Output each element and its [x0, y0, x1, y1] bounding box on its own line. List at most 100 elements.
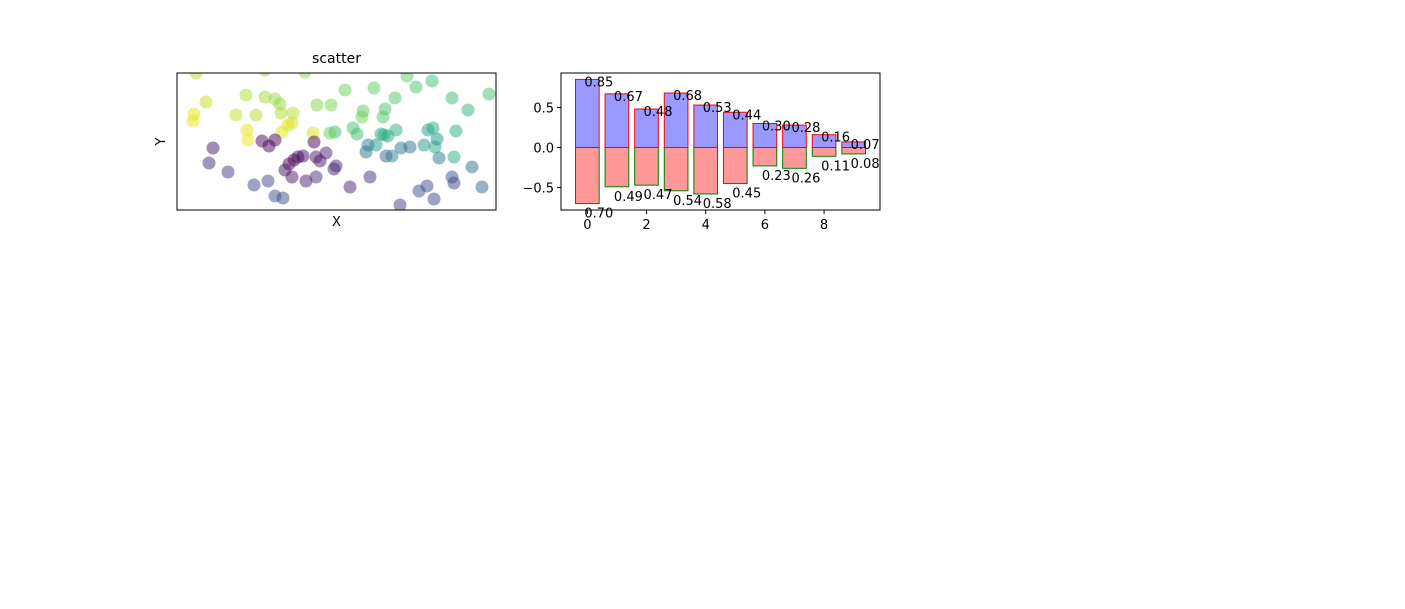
point: [307, 135, 321, 149]
point: [324, 98, 338, 112]
point: [426, 121, 440, 135]
x-tick-label: 2: [642, 218, 650, 233]
point: [323, 126, 337, 140]
point: [327, 162, 341, 176]
point: [276, 191, 290, 205]
point: [363, 170, 377, 184]
point: [355, 110, 369, 124]
point: [461, 103, 475, 117]
value-label: 0.28: [791, 121, 820, 136]
point: [247, 178, 261, 192]
bar: [663, 147, 689, 192]
value-label: 0.45: [732, 187, 761, 202]
point: [412, 184, 426, 198]
y-tick-label: −0.5: [522, 182, 554, 197]
point: [262, 139, 276, 153]
point: [298, 73, 312, 79]
value-label: 0.47: [644, 188, 673, 203]
point: [199, 95, 213, 109]
bar: [634, 147, 659, 186]
point: [369, 138, 383, 152]
point: [239, 88, 253, 102]
value-label: 0.26: [791, 171, 820, 186]
bar: [575, 147, 600, 205]
point: [447, 176, 461, 190]
point: [206, 141, 220, 155]
point: [186, 114, 200, 128]
point: [475, 180, 489, 194]
point: [427, 192, 441, 206]
point: [343, 180, 357, 194]
point: [259, 73, 271, 77]
point: [286, 106, 300, 120]
point: [274, 106, 288, 120]
point: [379, 149, 393, 163]
x-tick-label: 6: [761, 218, 769, 233]
point: [409, 80, 423, 94]
point: [309, 150, 323, 164]
point: [299, 174, 313, 188]
point: [425, 74, 439, 88]
point: [258, 90, 272, 104]
point: [482, 87, 496, 101]
value-label: 0.44: [732, 108, 761, 123]
point: [374, 127, 388, 141]
value-label: 0.11: [821, 159, 850, 174]
x-axis-label: X: [332, 215, 341, 230]
value-label: 0.30: [762, 119, 791, 134]
value-label: 0.23: [762, 169, 791, 184]
value-label: 0.54: [673, 194, 702, 209]
point: [447, 150, 461, 164]
point: [309, 170, 323, 184]
bar: [782, 147, 807, 169]
point: [249, 108, 263, 122]
value-label: 0.67: [614, 90, 643, 105]
point: [388, 91, 402, 105]
point: [189, 73, 203, 80]
point: [261, 174, 275, 188]
bar: [841, 147, 867, 155]
point: [350, 127, 364, 141]
value-label: 0.16: [821, 131, 850, 146]
point: [241, 133, 255, 147]
plot-area: [186, 73, 496, 210]
point: [202, 156, 216, 170]
point: [359, 145, 373, 159]
point: [449, 124, 463, 138]
point: [221, 165, 235, 179]
value-label: 0.08: [851, 157, 880, 172]
x-tick-label: 4: [702, 218, 710, 233]
value-label: 0.58: [703, 197, 732, 212]
value-label: 0.85: [584, 75, 613, 90]
bar: [752, 147, 778, 167]
bar: [722, 147, 748, 185]
point: [376, 110, 390, 124]
value-label: 0.07: [851, 138, 880, 153]
axes-frame: [560, 72, 881, 211]
point: [393, 198, 407, 210]
x-tick-label: 8: [820, 218, 828, 233]
y-tick-label: 0.0: [533, 142, 554, 157]
chart-title: scatter: [312, 51, 361, 67]
point: [445, 91, 459, 105]
y-axis-label: Y: [154, 137, 169, 146]
bar: [811, 147, 837, 157]
point: [465, 160, 479, 174]
point: [229, 108, 243, 122]
point: [240, 123, 254, 137]
point: [430, 132, 444, 146]
bar: [604, 147, 630, 188]
value-label: 0.48: [644, 105, 673, 120]
x-tick-label: 0: [583, 218, 591, 233]
point: [417, 138, 431, 152]
point: [403, 140, 417, 154]
point: [285, 170, 299, 184]
point: [310, 98, 324, 112]
value-label: 0.68: [673, 89, 702, 104]
point: [367, 81, 381, 95]
point: [432, 151, 446, 165]
value-label: 0.53: [703, 101, 732, 116]
point: [400, 73, 414, 83]
value-label: 0.49: [614, 190, 643, 205]
